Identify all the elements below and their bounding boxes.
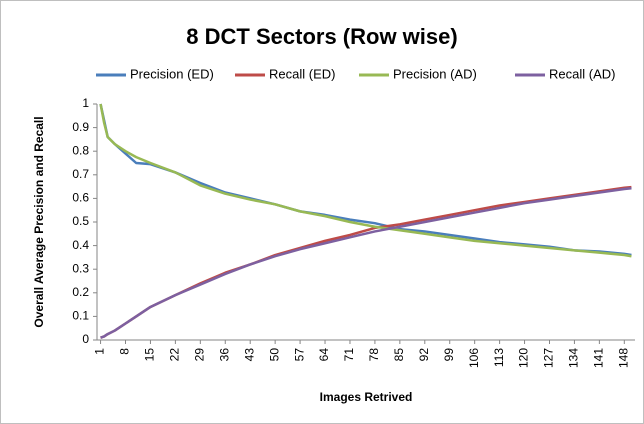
- series-line: [99, 103, 632, 258]
- y-tick-label: 0.1: [72, 309, 89, 323]
- legend-label: Recall (ED): [269, 66, 335, 81]
- legend-label: Precision (ED): [130, 66, 214, 81]
- x-tick-label: 1: [93, 348, 107, 355]
- x-tick-label: 141: [592, 348, 606, 368]
- y-tick-label: 0.5: [72, 214, 89, 228]
- x-axis-label: Images Retrived: [320, 390, 413, 404]
- x-tick-label: 78: [367, 348, 381, 362]
- chart-title: 8 DCT Sectors (Row wise): [186, 24, 457, 49]
- x-tick-label: 120: [517, 348, 531, 368]
- y-tick-label: 0.2: [72, 285, 89, 299]
- x-tick-label: 15: [143, 348, 157, 362]
- x-tick-label: 50: [267, 348, 281, 362]
- legend-label: Precision (AD): [393, 66, 477, 81]
- y-tick-label: 0.7: [72, 167, 89, 181]
- y-tick-label: 0.8: [72, 143, 89, 157]
- legend-label: Recall (AD): [549, 66, 615, 81]
- y-tick-label: 0: [82, 332, 89, 346]
- y-tick-label: 0.6: [72, 191, 89, 205]
- x-tick-label: 57: [292, 348, 306, 362]
- x-tick-label: 36: [217, 348, 231, 362]
- x-tick-label: 106: [467, 348, 481, 368]
- x-tick-label: 134: [567, 348, 581, 368]
- x-tick-label: 64: [317, 348, 331, 362]
- y-tick-label: 0.4: [72, 238, 89, 252]
- x-tick-label: 8: [118, 348, 132, 355]
- x-tick-label: 148: [616, 348, 630, 368]
- y-tick-label: 0.3: [72, 261, 89, 275]
- x-tick-label: 99: [442, 348, 456, 362]
- series-line: [100, 187, 632, 339]
- x-tick-label: 22: [168, 348, 182, 362]
- x-tick-label: 113: [492, 348, 506, 367]
- x-tick-label: 29: [192, 348, 206, 362]
- x-tick-label: 92: [417, 348, 431, 362]
- x-tick-label: 127: [542, 348, 556, 368]
- x-tick-label: 71: [342, 348, 356, 362]
- y-tick-label: 0.9: [72, 120, 89, 134]
- x-tick-label: 43: [242, 348, 256, 362]
- x-tick-label: 85: [392, 348, 406, 362]
- y-axis-label: Overall Average Precision and Recall: [32, 116, 46, 327]
- y-tick-label: 1: [82, 96, 89, 110]
